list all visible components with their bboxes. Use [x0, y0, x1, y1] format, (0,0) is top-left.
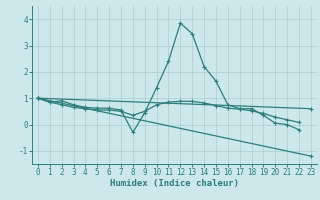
- X-axis label: Humidex (Indice chaleur): Humidex (Indice chaleur): [110, 179, 239, 188]
